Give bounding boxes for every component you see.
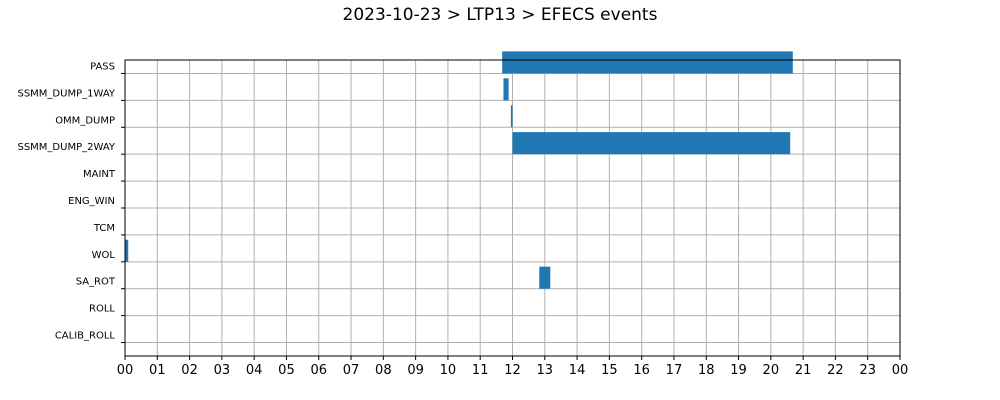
event-bar-sa-rot (539, 266, 551, 289)
y-tick-label: CALIB_ROLL (55, 331, 116, 342)
event-bar-ssmm-dump-2way (512, 132, 791, 155)
x-tick-label: 08 (375, 363, 392, 378)
y-tick-label: WOL (92, 250, 116, 261)
y-tick-label: OMM_DUMP (55, 115, 115, 126)
y-tick-label: ENG_WIN (68, 196, 115, 207)
y-tick-label: SA_ROT (76, 277, 116, 288)
y-tick-label: ROLL (89, 304, 115, 315)
x-tick-label: 18 (698, 363, 715, 378)
x-tick-label: 21 (795, 363, 812, 378)
y-axis: PASS SSMM_DUMP_1WAY OMM_DUMP SSMM_DUMP_2WAY… (17, 61, 125, 344)
x-tick-label: 04 (246, 363, 263, 378)
x-tick-label: 05 (278, 363, 295, 378)
x-tick-label: 07 (343, 363, 360, 378)
y-tick-label: SSMM_DUMP_1WAY (17, 88, 115, 99)
x-tick-label: 00 (117, 363, 134, 378)
x-axis: 00 01 02 03 04 05 06 07 08 09 10 11 12 13 14 15 16 17 18 19… (117, 356, 909, 378)
grid (125, 60, 900, 356)
x-tick-label: 19 (730, 363, 747, 378)
x-tick-label: 09 (407, 363, 424, 378)
x-tick-label: 10 (440, 363, 457, 378)
x-tick-label: 01 (149, 363, 166, 378)
x-tick-label: 17 (666, 363, 683, 378)
y-tick-label: MAINT (83, 169, 116, 180)
chart-title: 2023-10-23 > LTP13 > EFECS events (342, 5, 658, 25)
x-tick-label: 16 (633, 363, 650, 378)
event-bar-omm-dump (510, 105, 513, 128)
event-bar-ssmm-dump-1way (503, 78, 509, 101)
x-tick-label: 11 (472, 363, 489, 378)
x-tick-label: 02 (181, 363, 198, 378)
event-bar-wol (125, 239, 129, 262)
x-tick-label: 14 (569, 363, 586, 378)
x-tick-label: 23 (859, 363, 876, 378)
y-tick-label: TCM (93, 223, 115, 234)
x-tick-label: 20 (763, 363, 780, 378)
y-tick-label: SSMM_DUMP_2WAY (17, 142, 115, 153)
x-tick-label: 15 (601, 363, 618, 378)
y-tick-label: PASS (90, 61, 115, 72)
x-tick-label: 00 (892, 363, 909, 378)
x-tick-label: 13 (537, 363, 554, 378)
x-tick-label: 22 (827, 363, 844, 378)
x-tick-label: 06 (310, 363, 327, 378)
event-bar-pass (502, 51, 793, 74)
event-bars (125, 51, 793, 289)
x-tick-label: 12 (504, 363, 521, 378)
x-tick-label: 03 (214, 363, 231, 378)
